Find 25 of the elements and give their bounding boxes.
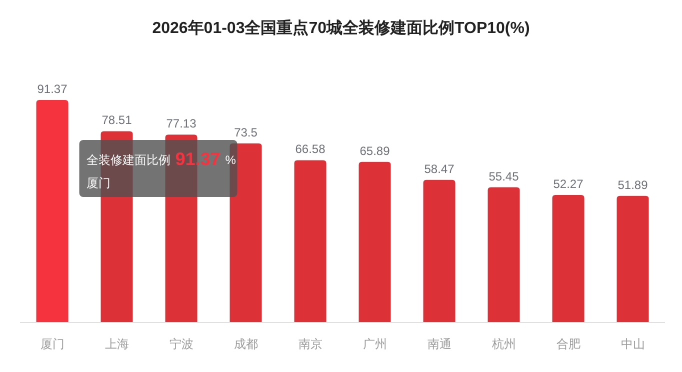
x-tick-label: 成都	[234, 337, 258, 351]
x-tick-label: 上海	[104, 337, 129, 351]
data-label: 73.5	[234, 125, 258, 140]
annotation: 全装修建面比例	[86, 153, 170, 167]
data-label: 91.37	[37, 82, 68, 96]
data-label: 51.89	[618, 178, 648, 192]
data-label: 77.13	[166, 116, 197, 131]
x-tick-label: 宁波	[169, 337, 194, 351]
chart-title: 2026年01-03全国重点70城全装修建面比例TOP10(%)	[152, 19, 530, 37]
data-label: 52.27	[553, 177, 584, 191]
x-tick-label: 广州	[362, 337, 387, 351]
data-label: 65.89	[360, 144, 390, 158]
x-tick-label: 南京	[298, 337, 322, 351]
data-label: 66.58	[295, 142, 326, 156]
x-tick-label: 南通	[427, 337, 452, 351]
data-label: 58.47	[424, 162, 455, 176]
annotation: %	[225, 153, 236, 167]
annotation: 91.37	[175, 149, 220, 169]
annotation: 厦门	[86, 176, 110, 190]
data-label: 78.51	[102, 113, 132, 128]
x-tick-label: 厦门	[40, 337, 64, 351]
x-tick-label: 杭州	[490, 337, 516, 351]
x-tick-label: 中山	[620, 337, 645, 351]
x-tick-label: 合肥	[556, 337, 580, 351]
data-label: 55.45	[488, 169, 520, 184]
